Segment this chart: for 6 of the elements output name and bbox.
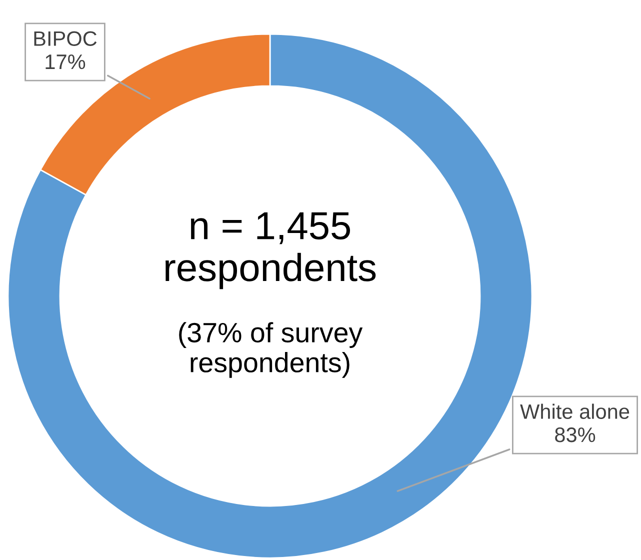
text: (37% of survey respondents) <box>179 322 363 378</box>
data-label: 17% <box>46 54 86 70</box>
data-label: 83% <box>555 427 596 442</box>
slice-label: White alone <box>520 404 630 419</box>
text: n = 1,455 respondents <box>166 212 376 290</box>
slice-label: BIPOC <box>34 31 97 46</box>
